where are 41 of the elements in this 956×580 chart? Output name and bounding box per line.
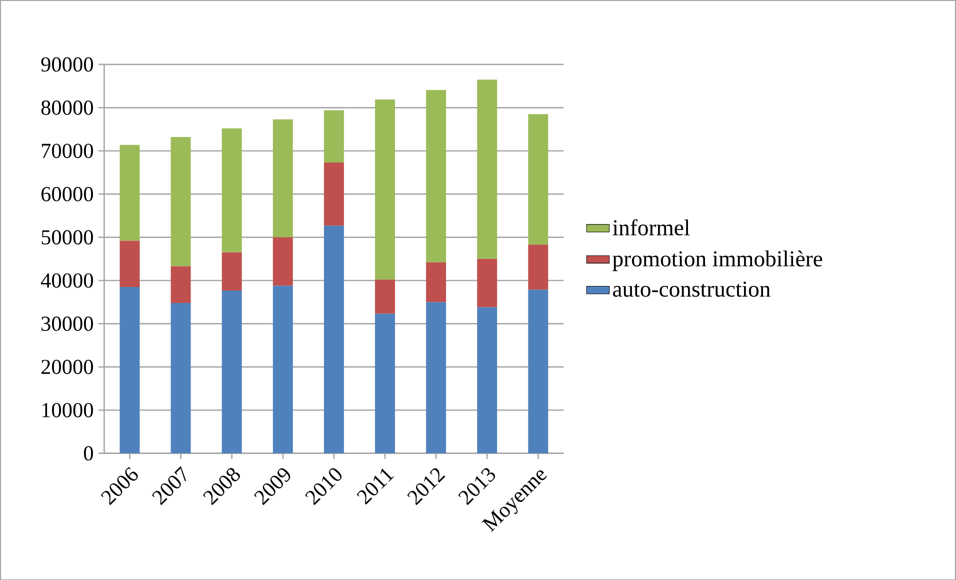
bar [375, 99, 395, 280]
y-tick-label: 20000 [41, 360, 93, 374]
bar [477, 307, 498, 454]
legend-label: auto-construction [613, 281, 770, 297]
x-tick-label: 2011 [356, 468, 394, 504]
bar [222, 252, 242, 290]
bar [222, 128, 242, 252]
bar [528, 244, 548, 290]
bar [120, 286, 140, 454]
bar [272, 237, 293, 286]
bar [222, 290, 242, 454]
bar [528, 289, 548, 454]
y-tick-label: 0 [84, 446, 93, 460]
y-tick-label: 40000 [40, 273, 93, 288]
legend-label: promotion immobilière [612, 250, 822, 271]
y-tick-label: 80000 [41, 100, 93, 115]
bar [324, 225, 344, 454]
y-tick-label: 30000 [42, 316, 93, 331]
bar [426, 302, 446, 454]
bar [477, 79, 498, 259]
bar [170, 266, 191, 303]
legend-label: informel [612, 219, 690, 236]
bar [477, 258, 498, 308]
bar [272, 119, 293, 238]
bar [272, 285, 293, 454]
bar [170, 302, 191, 454]
y-tick-label: 60000 [41, 186, 93, 202]
y-tick-label: 50000 [42, 230, 93, 244]
bar [324, 110, 344, 162]
y-tick-label: 70000 [42, 144, 93, 158]
bar [375, 314, 395, 454]
bar [426, 262, 446, 302]
y-tick-label: 10000 [42, 402, 93, 418]
bar [375, 279, 395, 314]
bar [324, 162, 344, 226]
bar [120, 240, 140, 287]
bar [120, 144, 140, 241]
bar [426, 90, 446, 262]
y-tick-label: 90000 [41, 57, 93, 72]
bar [528, 114, 548, 244]
bar [170, 136, 191, 266]
